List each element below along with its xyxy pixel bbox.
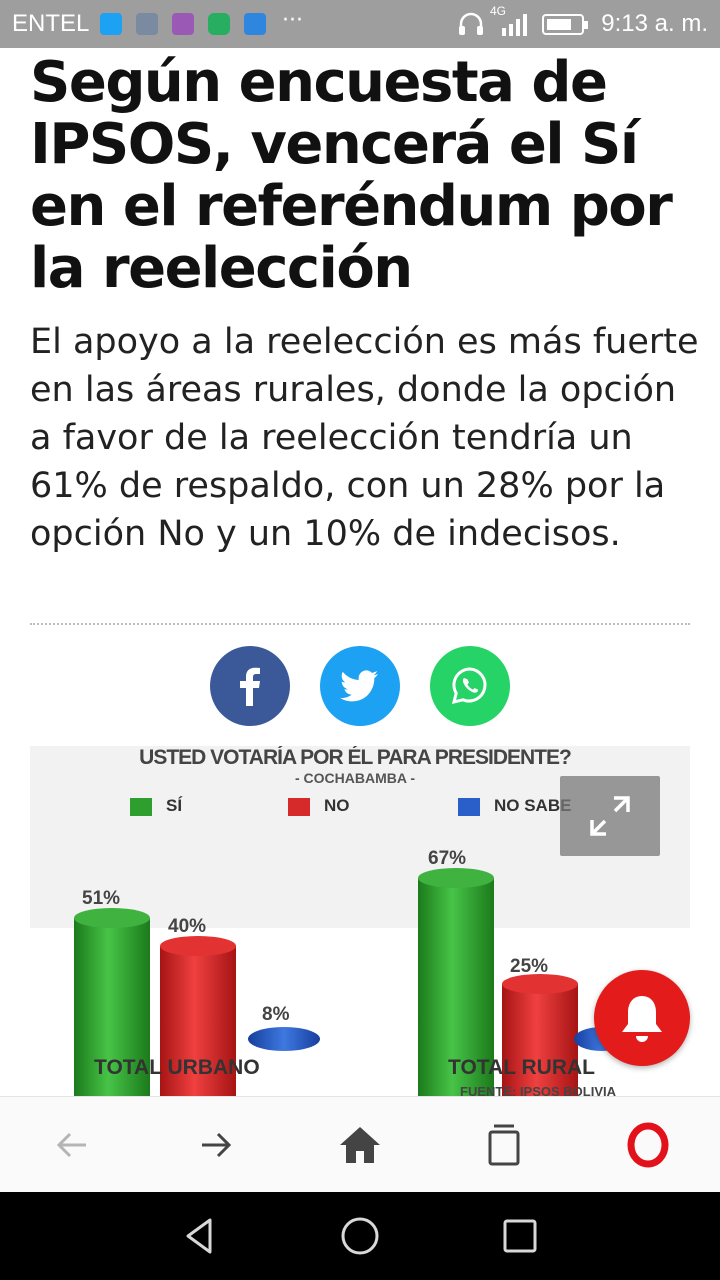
bar-urbano-no-top xyxy=(160,936,236,956)
back-button[interactable] xyxy=(48,1121,96,1169)
poll-subtitle: - COCHABAMBA - xyxy=(294,770,416,786)
poll-source: FUENTE: IPSOS BOLIVIA xyxy=(460,1084,617,1096)
bar-rural-si xyxy=(418,878,494,1096)
back-triangle-icon xyxy=(186,1218,212,1254)
bar-rural-no xyxy=(502,984,578,1096)
gallery-notification-icon xyxy=(136,13,158,35)
carrier-label: ENTEL xyxy=(12,10,90,37)
home-icon xyxy=(340,1127,380,1163)
recents-square-icon xyxy=(503,1219,537,1253)
keyboard-notification-icon xyxy=(172,13,194,35)
bar-rural-no-top xyxy=(502,974,578,994)
signal-icon xyxy=(502,14,527,36)
home-button[interactable] xyxy=(336,1121,384,1169)
bar-urbano-si-top xyxy=(74,908,150,928)
urbano-no-sabe-value: 8% xyxy=(262,1004,290,1025)
home-circle-icon xyxy=(341,1217,379,1255)
poll-bars xyxy=(30,868,690,1096)
group-label-rural: TOTAL RURAL xyxy=(448,1056,595,1079)
forward-arrow-icon xyxy=(202,1132,232,1158)
whatsapp-icon xyxy=(451,667,487,705)
tabs-button[interactable] xyxy=(480,1121,528,1169)
system-navigation-bar xyxy=(0,1192,720,1280)
system-home-button[interactable] xyxy=(338,1214,382,1258)
dotted-divider xyxy=(30,623,690,625)
bar-rural-si-top xyxy=(418,868,494,888)
headset-icon xyxy=(459,12,483,35)
legend-no-sabe-swatch xyxy=(458,797,480,816)
back-arrow-icon xyxy=(56,1132,86,1158)
poll-title: USTED VOTARÍA POR ÉL PARA PRESIDENTE? xyxy=(139,746,572,769)
urbano-si-value: 51% xyxy=(82,888,121,909)
twitter-notification-icon xyxy=(100,13,122,35)
tabs-icon xyxy=(488,1124,520,1166)
bar-urbano-no xyxy=(160,946,236,1096)
bar-urbano-no-sabe xyxy=(248,1027,320,1051)
legend-no-sabe: NO SABE xyxy=(458,796,571,816)
rural-si-value: 67% xyxy=(428,848,467,869)
network-type-label: 4G xyxy=(490,4,507,18)
facebook-icon xyxy=(240,667,260,706)
poll-image: USTED VOTARÍA POR ÉL PARA PRESIDENTE? - … xyxy=(30,746,690,1096)
urbano-no-value: 40% xyxy=(168,916,207,937)
legend-no-sabe-label: NO SABE xyxy=(494,796,572,815)
expand-image-button[interactable] xyxy=(560,776,660,856)
bar-urbano-si xyxy=(74,918,150,1096)
rural-no-value: 25% xyxy=(510,956,549,977)
legend-no-swatch xyxy=(288,797,310,816)
twitter-icon xyxy=(340,670,378,702)
system-recents-button[interactable] xyxy=(498,1214,542,1258)
legend-si-label: SÍ xyxy=(166,796,183,815)
article-summary: El apoyo a la reelección es más fuerte e… xyxy=(30,322,699,554)
legend-si: SÍ xyxy=(130,796,182,816)
system-back-button[interactable] xyxy=(178,1214,222,1258)
bell-icon xyxy=(622,996,662,1042)
notification-bell-button[interactable] xyxy=(594,970,690,1066)
expand-icon xyxy=(590,796,630,836)
browser-toolbar xyxy=(0,1096,720,1192)
more-notifications-icon: ··· xyxy=(282,8,303,33)
status-bar: ENTEL ··· 4G 9:13 a. m. xyxy=(0,0,720,48)
forward-button[interactable] xyxy=(192,1121,240,1169)
opera-menu-button[interactable] xyxy=(624,1121,672,1169)
article-headline: Según encuesta de IPSOS, vencerá el Sí e… xyxy=(30,50,673,301)
legend-no-label: NO xyxy=(324,796,350,815)
legend-no: NO xyxy=(288,796,350,816)
facebook-share-button[interactable] xyxy=(210,646,290,726)
group-label-urbano: TOTAL URBANO xyxy=(94,1056,260,1079)
battery-icon xyxy=(542,14,588,35)
legend-si-swatch xyxy=(130,797,152,816)
status-time: 9:13 a. m. xyxy=(601,10,708,37)
opera-icon xyxy=(627,1122,669,1168)
whatsapp-share-button[interactable] xyxy=(430,646,510,726)
wifi-notification-icon xyxy=(244,13,266,35)
twitter-share-button[interactable] xyxy=(320,646,400,726)
messages-notification-icon xyxy=(208,13,230,35)
